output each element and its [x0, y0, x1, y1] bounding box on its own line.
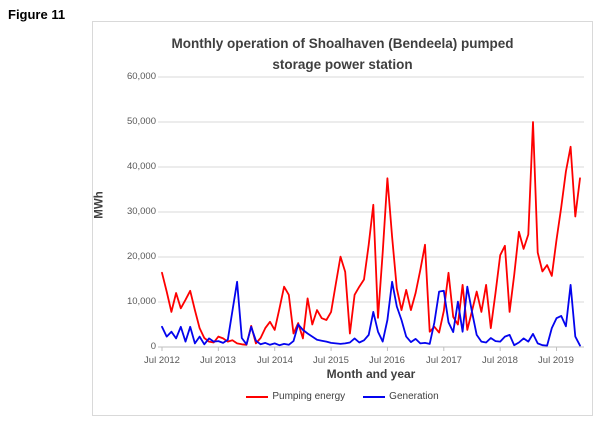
y-tick-label: 30,000 — [126, 206, 156, 217]
x-tick-label: Jul 2019 — [538, 355, 574, 366]
x-tick-label: Jul 2017 — [426, 355, 462, 366]
legend-label: Pumping energy — [272, 391, 346, 402]
legend-item-pumping-energy: Pumping energy — [246, 391, 345, 402]
chart-title-line2: storage power station — [272, 57, 413, 72]
legend-item-generation: Generation — [363, 391, 439, 402]
chart-legend: Pumping energy Generation — [92, 391, 593, 402]
legend-label: Generation — [389, 391, 439, 402]
pumping-energy-line-swatch — [246, 395, 269, 398]
x-tick-label: Jul 2016 — [369, 355, 405, 366]
y-tick-label: 60,000 — [126, 71, 156, 82]
x-tick-label: Jul 2014 — [257, 355, 293, 366]
figure-label: Figure 11 — [8, 7, 66, 22]
y-tick-label: 20,000 — [126, 251, 156, 262]
chart-title-line1: Monthly operation of Shoalhaven (Bendeel… — [171, 36, 514, 51]
x-axis-title: Month and year — [326, 367, 416, 381]
x-tick-label: Jul 2015 — [313, 355, 349, 366]
y-axis-title: MWh — [93, 191, 106, 219]
x-tick-label: Jul 2012 — [144, 355, 180, 366]
chart-frame — [92, 21, 593, 416]
y-tick-label: 0 — [150, 341, 156, 352]
x-tick-label: Jul 2013 — [200, 355, 236, 366]
y-tick-label: 40,000 — [126, 161, 156, 172]
chart-title: Monthly operation of Shoalhaven (Bendeel… — [92, 33, 593, 75]
y-tick-label: 50,000 — [126, 116, 156, 127]
y-tick-label: 10,000 — [126, 296, 156, 307]
generation-line-swatch — [363, 395, 386, 398]
x-tick-label: Jul 2018 — [482, 355, 518, 366]
